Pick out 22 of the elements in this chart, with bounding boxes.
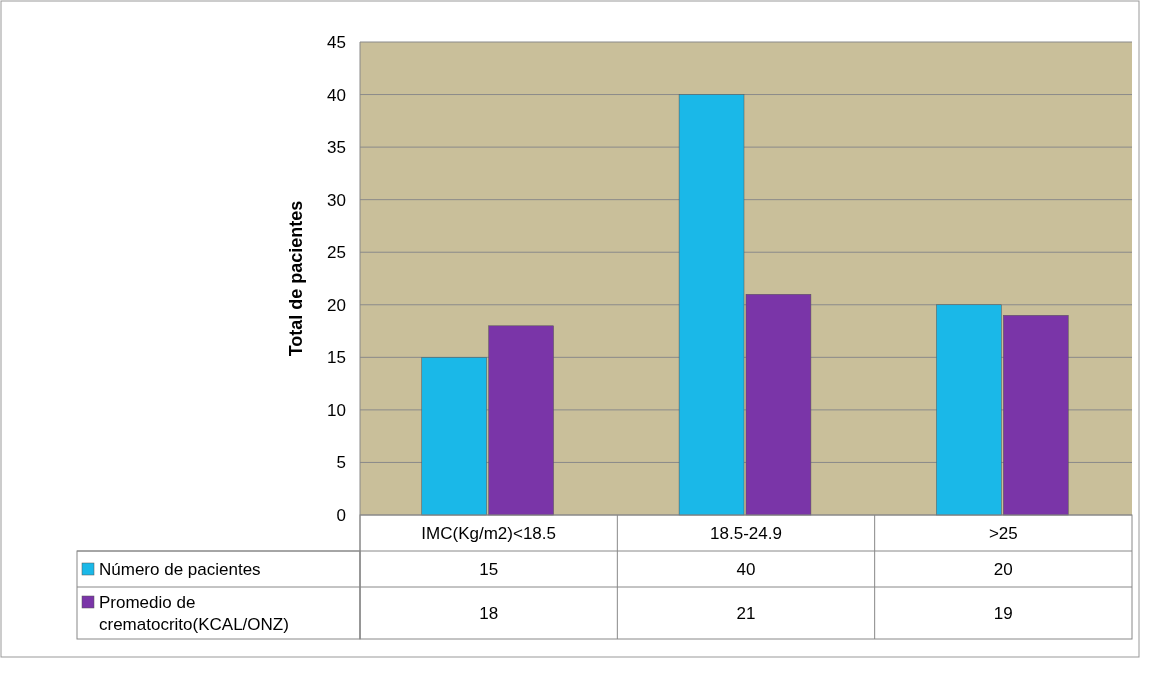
data-label: 21 bbox=[736, 603, 756, 623]
y-tick-label: 45 bbox=[327, 32, 346, 52]
legend-label: Número de pacientes bbox=[99, 559, 261, 579]
x-tick-label: 18.5-24.9 bbox=[710, 523, 782, 543]
y-tick-label: 35 bbox=[327, 138, 346, 158]
data-label: 20 bbox=[993, 559, 1013, 579]
y-tick-label: 30 bbox=[327, 190, 346, 210]
y-tick-label: 40 bbox=[327, 85, 346, 105]
y-tick-label: 5 bbox=[336, 453, 346, 473]
y-axis-title: Total de pacientes bbox=[286, 200, 306, 357]
data-label: 18 bbox=[479, 603, 499, 623]
x-tick-label: >25 bbox=[988, 523, 1018, 543]
data-label: 15 bbox=[479, 559, 499, 579]
x-tick-label: IMC(Kg/m2)<18.5 bbox=[421, 523, 556, 543]
y-tick-label: 0 bbox=[336, 505, 346, 525]
y-tick-label: 10 bbox=[327, 400, 346, 420]
y-tick-label: 15 bbox=[327, 348, 346, 368]
legend-label: Promedio de crematocrito(KCAL/ONZ) bbox=[99, 592, 289, 634]
y-tick-label: 25 bbox=[327, 243, 346, 263]
y-tick-label: 20 bbox=[327, 295, 346, 315]
data-label: 40 bbox=[736, 559, 756, 579]
data-label: 19 bbox=[993, 603, 1013, 623]
